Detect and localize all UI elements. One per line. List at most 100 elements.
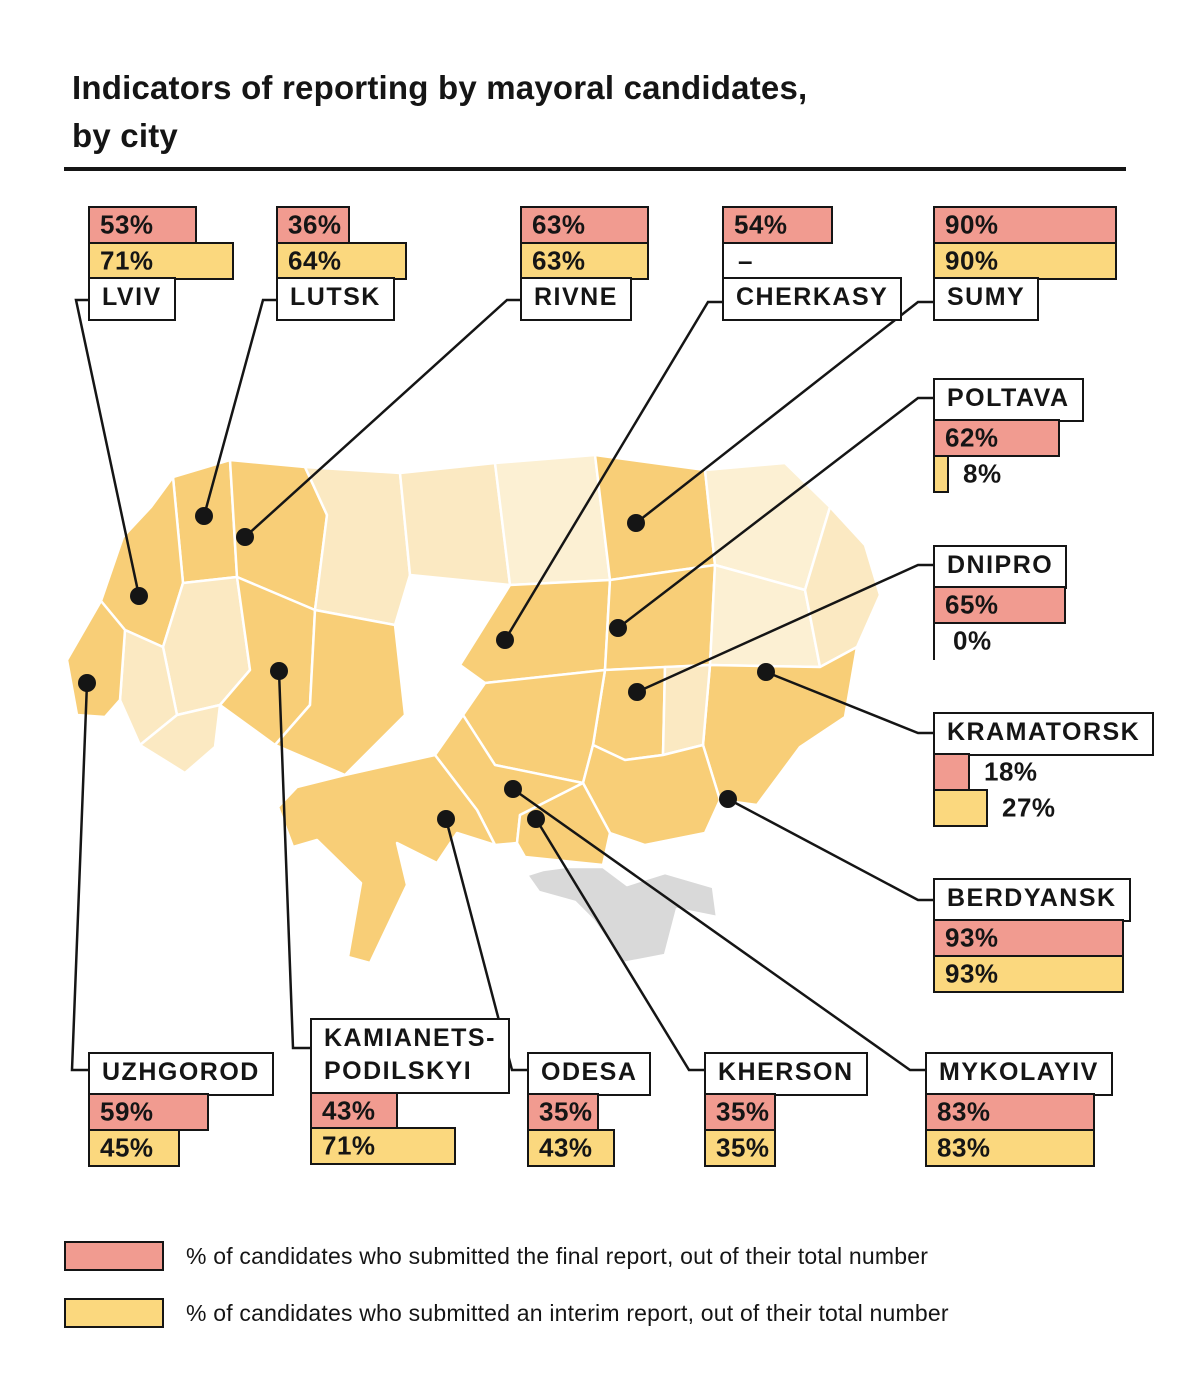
final-bar-kramatorsk bbox=[933, 753, 970, 791]
interim-value-odesa: 43% bbox=[539, 1132, 593, 1162]
final-value-kramatorsk: 18% bbox=[984, 756, 1038, 787]
city-label-cherkasy: CHERKASY bbox=[722, 277, 903, 321]
interim-bar-kramatorsk bbox=[933, 788, 988, 827]
final-bar-row-kramatorsk: 18% bbox=[933, 753, 1154, 791]
final-bar-row-kherson: 35% bbox=[704, 1093, 868, 1131]
interim-value-dnipro: 0% bbox=[953, 625, 992, 655]
final-bar-row-lutsk: 36% bbox=[276, 206, 395, 244]
interim-bar-odesa bbox=[527, 1128, 615, 1167]
interim-value-sumy: 90% bbox=[945, 245, 999, 275]
final-value-rivne: 63% bbox=[532, 209, 586, 240]
city-callout-sumy: 90% 90% SUMY bbox=[933, 206, 1117, 321]
final-bar-dnipro bbox=[933, 586, 1066, 624]
city-callout-kramatorsk: KRAMATORSK 18% 27% bbox=[933, 712, 1155, 827]
interim-bar-poltava bbox=[933, 454, 949, 493]
interim-bar-row-kherson: 35% bbox=[704, 1128, 868, 1167]
final-bar-row-mykolayiv: 83% bbox=[925, 1093, 1113, 1131]
city-label-rivne: RIVNE bbox=[520, 277, 632, 321]
title-divider bbox=[64, 167, 1126, 171]
interim-value-lutsk: 64% bbox=[288, 245, 342, 275]
final-bar-row-sumy: 90% bbox=[933, 206, 1117, 244]
interim-bar-uzhgorod bbox=[88, 1128, 180, 1167]
city-label-lviv: LVIV bbox=[88, 277, 176, 321]
interim-value-kamianets-podilskyi: 71% bbox=[322, 1130, 376, 1161]
interim-bar-row-kamianets-podilskyi: 71% bbox=[310, 1127, 510, 1165]
interim-bar-mykolayiv bbox=[925, 1128, 1095, 1167]
city-callout-lviv: 53% 71% LVIV bbox=[88, 206, 234, 321]
final-bar-row-kamianets-podilskyi: 43% bbox=[310, 1091, 510, 1130]
map-region-chernivtsi bbox=[138, 703, 222, 775]
interim-report-swatch bbox=[64, 1298, 164, 1328]
city-callout-mykolayiv: MYKOLAYIV 83% 83% bbox=[925, 1052, 1113, 1167]
city-callout-kherson: KHERSON 35% 35% bbox=[704, 1052, 868, 1167]
final-bar-row-uzhgorod: 59% bbox=[88, 1093, 274, 1131]
final-value-cherkasy: 54% bbox=[734, 209, 788, 240]
interim-bar-row-kramatorsk: 27% bbox=[933, 788, 1154, 827]
city-callout-rivne: 63% 63% RIVNE bbox=[520, 206, 649, 321]
city-callout-poltava: POLTAVA 62% 8% bbox=[933, 378, 1084, 493]
city-callout-cherkasy: 54% – CHERKASY bbox=[722, 206, 903, 321]
city-label-odesa: ODESA bbox=[527, 1052, 652, 1096]
legend-label-interim: % of candidates who submitted an interim… bbox=[186, 1299, 949, 1326]
final-bar-cherkasy bbox=[722, 206, 833, 244]
interim-bar-row-mykolayiv: 83% bbox=[925, 1128, 1113, 1167]
final-bar-row-rivne: 63% bbox=[520, 206, 649, 244]
final-bar-row-cherkasy: 54% bbox=[722, 206, 902, 244]
city-label-uzhgorod: UZHGOROD bbox=[88, 1052, 274, 1096]
final-report-swatch bbox=[64, 1241, 164, 1271]
page-title-line2: by city bbox=[72, 116, 178, 154]
page-title-line1: Indicators of reporting by mayoral candi… bbox=[72, 69, 808, 107]
final-bar-row-dnipro: 65% bbox=[933, 586, 1083, 624]
final-value-berdyansk: 93% bbox=[945, 922, 999, 953]
final-value-dnipro: 65% bbox=[945, 589, 999, 620]
map-region-ivano-frankivsk bbox=[118, 628, 179, 747]
legend-row-final: % of candidates who submitted the final … bbox=[64, 1240, 949, 1272]
interim-bar-sumy bbox=[933, 241, 1117, 280]
final-bar-row-berdyansk: 93% bbox=[933, 919, 1131, 957]
page-title: Indicators of reporting by mayoral candi… bbox=[72, 64, 807, 160]
legend-label-final: % of candidates who submitted the final … bbox=[186, 1242, 929, 1269]
interim-bar-berdyansk bbox=[933, 954, 1124, 993]
final-value-uzhgorod: 59% bbox=[100, 1096, 154, 1127]
interim-bar-row-odesa: 43% bbox=[527, 1128, 651, 1167]
city-label-lutsk: LUTSK bbox=[276, 277, 395, 321]
city-callout-lutsk: 36% 64% LUTSK bbox=[276, 206, 407, 321]
city-callout-berdyansk: BERDYANSK 93% 93% bbox=[933, 878, 1131, 993]
interim-value-kherson: 35% bbox=[716, 1132, 770, 1162]
legend: % of candidates who submitted the final … bbox=[64, 1240, 949, 1354]
interim-bar-row-berdyansk: 93% bbox=[933, 954, 1131, 993]
final-value-odesa: 35% bbox=[539, 1096, 593, 1127]
city-callout-kamianets-podilskyi: KAMIANETS- PODILSKYI 43% 71% bbox=[310, 1018, 510, 1165]
city-callout-dnipro: DNIPRO 65% 0% bbox=[933, 545, 1083, 660]
final-bar-lutsk bbox=[276, 206, 350, 244]
final-value-lutsk: 36% bbox=[288, 209, 342, 240]
interim-value-mykolayiv: 83% bbox=[937, 1132, 991, 1162]
interim-bar-row-rivne: 63% bbox=[520, 241, 649, 280]
interim-value-kramatorsk: 27% bbox=[1002, 792, 1056, 822]
city-label-kherson: KHERSON bbox=[704, 1052, 868, 1096]
interim-value-cherkasy: – bbox=[738, 245, 753, 275]
legend-row-interim: % of candidates who submitted an interim… bbox=[64, 1297, 949, 1329]
interim-value-poltava: 8% bbox=[963, 458, 1002, 488]
interim-bar-kamianets-podilskyi bbox=[310, 1127, 456, 1165]
city-label-poltava: POLTAVA bbox=[933, 378, 1084, 422]
interim-bar-row-poltava: 8% bbox=[933, 454, 1084, 493]
interim-value-berdyansk: 93% bbox=[945, 958, 999, 988]
final-value-lviv: 53% bbox=[100, 209, 154, 240]
final-value-sumy: 90% bbox=[945, 209, 999, 240]
interim-bar-kherson bbox=[704, 1128, 776, 1167]
interim-bar-row-uzhgorod: 45% bbox=[88, 1128, 274, 1167]
final-bar-row-odesa: 35% bbox=[527, 1093, 651, 1131]
interim-bar-row-lviv: 71% bbox=[88, 241, 234, 280]
city-label-kamianets-podilskyi: KAMIANETS- PODILSKYI bbox=[310, 1018, 510, 1094]
final-value-kherson: 35% bbox=[716, 1096, 770, 1127]
city-label-mykolayiv: MYKOLAYIV bbox=[925, 1052, 1113, 1096]
zero-bar-row-dnipro: 0% bbox=[933, 621, 1083, 660]
interim-bar-row-lutsk: 64% bbox=[276, 241, 407, 280]
city-callout-uzhgorod: UZHGOROD 59% 45% bbox=[88, 1052, 274, 1167]
interim-bar-row-sumy: 90% bbox=[933, 241, 1117, 280]
final-value-mykolayiv: 83% bbox=[937, 1096, 991, 1127]
final-value-kamianets-podilskyi: 43% bbox=[322, 1095, 376, 1125]
